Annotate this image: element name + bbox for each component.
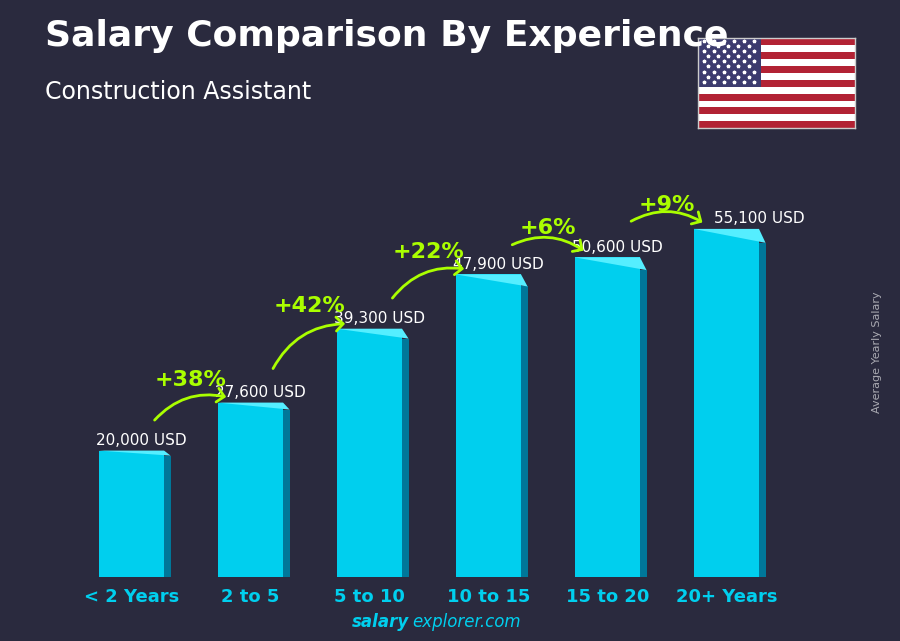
Text: explorer.com: explorer.com xyxy=(412,613,521,631)
FancyArrowPatch shape xyxy=(631,212,701,224)
Text: 27,600 USD: 27,600 USD xyxy=(214,385,305,400)
Text: 47,900 USD: 47,900 USD xyxy=(453,257,544,272)
Text: +38%: +38% xyxy=(155,370,227,390)
Bar xyxy=(698,108,855,114)
FancyBboxPatch shape xyxy=(164,456,171,577)
Bar xyxy=(698,46,855,53)
Polygon shape xyxy=(337,329,409,338)
Bar xyxy=(698,80,855,87)
Bar xyxy=(698,38,760,87)
Text: Construction Assistant: Construction Assistant xyxy=(45,80,311,104)
Polygon shape xyxy=(218,403,290,410)
FancyBboxPatch shape xyxy=(337,329,402,577)
Polygon shape xyxy=(455,274,527,287)
FancyBboxPatch shape xyxy=(574,257,640,577)
Text: Salary Comparison By Experience: Salary Comparison By Experience xyxy=(45,19,728,53)
Text: 50,600 USD: 50,600 USD xyxy=(572,240,662,254)
Bar xyxy=(698,121,855,128)
FancyArrowPatch shape xyxy=(155,388,224,420)
Bar xyxy=(698,87,855,94)
FancyBboxPatch shape xyxy=(759,243,766,577)
Polygon shape xyxy=(99,451,171,456)
Text: Average Yearly Salary: Average Yearly Salary xyxy=(872,292,883,413)
Text: 55,100 USD: 55,100 USD xyxy=(715,212,805,226)
FancyBboxPatch shape xyxy=(99,451,164,577)
Bar xyxy=(698,94,855,101)
FancyBboxPatch shape xyxy=(694,229,759,577)
Bar xyxy=(698,66,855,73)
FancyBboxPatch shape xyxy=(402,338,409,577)
Text: 20,000 USD: 20,000 USD xyxy=(95,433,186,448)
Text: 39,300 USD: 39,300 USD xyxy=(334,311,425,326)
FancyBboxPatch shape xyxy=(455,274,521,577)
Polygon shape xyxy=(694,229,766,243)
FancyArrowPatch shape xyxy=(512,237,582,251)
FancyArrowPatch shape xyxy=(273,317,343,369)
Bar xyxy=(698,53,855,59)
Polygon shape xyxy=(574,257,646,270)
FancyBboxPatch shape xyxy=(283,410,290,577)
Bar xyxy=(698,38,855,46)
FancyBboxPatch shape xyxy=(521,287,527,577)
FancyArrowPatch shape xyxy=(392,261,463,298)
Text: salary: salary xyxy=(352,613,410,631)
FancyBboxPatch shape xyxy=(218,403,283,577)
Text: +22%: +22% xyxy=(393,242,464,262)
FancyBboxPatch shape xyxy=(640,270,646,577)
Text: +9%: +9% xyxy=(639,195,695,215)
Text: +42%: +42% xyxy=(274,296,346,316)
Bar xyxy=(698,73,855,80)
Bar xyxy=(698,101,855,108)
Text: +6%: +6% xyxy=(519,219,576,238)
Bar xyxy=(698,114,855,121)
Bar xyxy=(698,59,855,66)
